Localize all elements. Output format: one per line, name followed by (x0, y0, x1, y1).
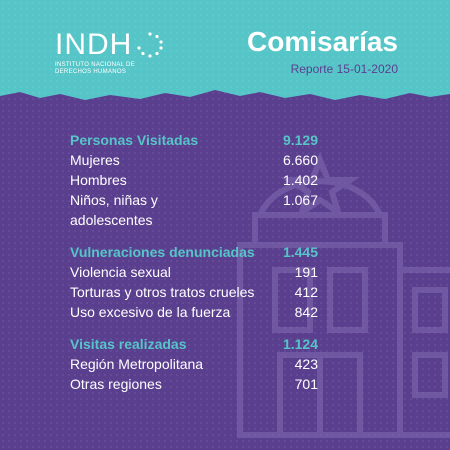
stat-row: Mujeres 6.660 (70, 150, 318, 170)
stat-label: Hombres (70, 172, 127, 188)
stat-label: Niños, niñas y adolescentes (70, 190, 158, 230)
stat-row: Región Metropolitana 423 (70, 354, 318, 374)
stat-label-line-1: Niños, niñas y (70, 192, 158, 208)
stat-row: Torturas y otros tratos crueles 412 (70, 282, 318, 302)
logo-subtitle-line-2: DERECHOS HUMANOS (55, 69, 127, 75)
logo-mark: INDH (55, 28, 133, 61)
logo-subtitle-line-1: INSTITUTO NACIONAL DE (55, 62, 135, 68)
stat-row: Hombres 1.402 (70, 170, 318, 190)
logo-subtitle: INSTITUTO NACIONAL DE DERECHOS HUMANOS (55, 62, 164, 76)
stat-row: Otras regiones 701 (70, 374, 318, 394)
section-header: Visitas realizadas 1.124 (70, 334, 318, 354)
section-total: 1.124 (282, 336, 318, 352)
stat-label-line-2: adolescentes (70, 212, 153, 228)
stat-value: 6.660 (282, 152, 318, 168)
indh-dotted-circle-icon (137, 32, 163, 58)
section-header: Vulneraciones denunciadas 1.445 (70, 242, 318, 262)
torn-edge (0, 90, 450, 138)
stat-value: 412 (294, 284, 318, 300)
stat-value: 1.402 (282, 172, 318, 188)
indh-logo: INDH INSTITUTO NACIONAL DE DERECHOS HUMA… (55, 30, 164, 76)
stat-value: 1.067 (282, 192, 318, 208)
section-gap (70, 230, 318, 242)
section-header: Personas Visitadas 9.129 (70, 130, 318, 150)
section-heading: Personas Visitadas (70, 132, 199, 148)
page-title: Comisarías (247, 26, 398, 57)
section-heading: Visitas realizadas (70, 336, 187, 352)
section-gap (70, 322, 318, 334)
section-heading: Vulneraciones denunciadas (70, 244, 255, 260)
stat-value: 701 (294, 376, 318, 392)
stats-table: Personas Visitadas 9.129 Mujeres 6.660 H… (70, 130, 318, 394)
stat-label: Región Metropolitana (70, 356, 204, 372)
stat-value: 842 (294, 304, 318, 320)
report-date: Reporte 15-01-2020 (290, 62, 398, 76)
section-total: 1.445 (282, 244, 318, 260)
stat-label: Otras regiones (70, 376, 162, 392)
stat-value: 191 (294, 264, 318, 280)
stat-row: Violencia sexual 191 (70, 262, 318, 282)
stat-label: Torturas y otros tratos crueles (70, 284, 255, 300)
stat-label: Mujeres (70, 152, 120, 168)
stat-value: 423 (294, 356, 318, 372)
stat-row: Niños, niñas y adolescentes 1.067 (70, 190, 318, 230)
stat-label: Violencia sexual (70, 264, 171, 280)
police-station-building-icon (237, 151, 450, 438)
stat-row: Uso excesivo de la fuerza 842 (70, 302, 318, 322)
stat-label: Uso excesivo de la fuerza (70, 304, 231, 320)
section-total: 9.129 (282, 132, 318, 148)
